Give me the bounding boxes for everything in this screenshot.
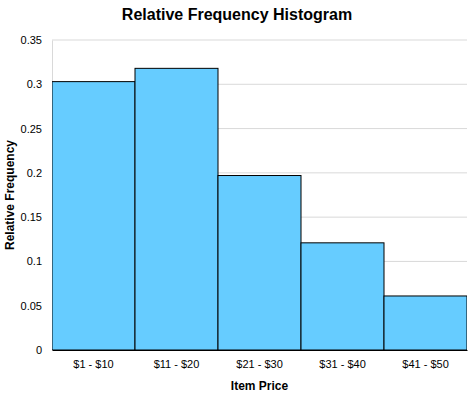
bar	[135, 68, 218, 350]
y-tick: 0.35	[21, 34, 52, 46]
y-tick: 0	[36, 344, 52, 356]
x-tick: $41 - $50	[402, 350, 448, 370]
y-tick: 0.3	[27, 78, 52, 90]
bar	[384, 296, 467, 350]
x-tick-label: $1 - $10	[73, 358, 113, 370]
x-tick: $11 - $20	[154, 350, 200, 370]
y-tick-label: 0.25	[21, 123, 42, 135]
bar	[301, 243, 384, 350]
chart: 0 0.05 0.1 0.15 0.2 0.25 0.3 0.35 $1 - $10 $11 - …	[0, 0, 474, 400]
y-tick: 0.1	[27, 255, 52, 267]
x-tick-label: $41 - $50	[402, 358, 448, 370]
y-tick-label: 0.35	[21, 34, 42, 46]
y-axis-title: Relative Frequency	[3, 140, 17, 250]
y-tick-label: 0	[36, 344, 42, 356]
x-axis: $1 - $10 $11 - $20 $21 - $30 $31 - $40 $41 -…	[53, 350, 468, 370]
x-tick-label: $11 - $20	[154, 358, 200, 370]
title: Relative Frequency Histogram	[122, 6, 352, 23]
y-tick: 0.05	[21, 300, 52, 312]
x-axis-line	[53, 350, 468, 351]
y-tick-label: 0.05	[21, 300, 42, 312]
y-tick: 0.2	[27, 167, 52, 179]
x-tick-label: $21 - $30	[236, 358, 282, 370]
y-axis: 0 0.05 0.1 0.15 0.2 0.25 0.3 0.35	[21, 34, 53, 356]
grid-line	[52, 40, 467, 41]
x-tick-label: $31 - $40	[319, 358, 365, 370]
y-tick-label: 0.2	[27, 167, 42, 179]
bar	[52, 82, 135, 350]
y-tick: 0.25	[21, 123, 52, 135]
grid	[52, 40, 467, 350]
x-axis-title: Item Price	[231, 379, 289, 393]
y-tick-label: 0.15	[21, 211, 42, 223]
bar	[218, 176, 301, 350]
bars	[52, 68, 467, 350]
y-tick: 0.15	[21, 211, 52, 223]
plot-area: 0 0.05 0.1 0.15 0.2 0.25 0.3 0.35 $1 - $10 $11 - …	[21, 34, 468, 370]
y-tick-label: 0.3	[27, 78, 42, 90]
x-tick: $31 - $40	[319, 350, 365, 370]
x-tick: $1 - $10	[73, 350, 113, 370]
x-tick: $21 - $30	[236, 350, 282, 370]
y-tick-label: 0.1	[27, 255, 42, 267]
